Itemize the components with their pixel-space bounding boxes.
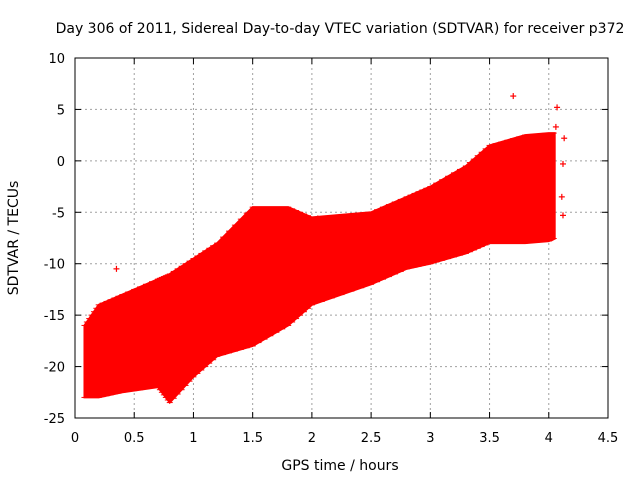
outlier-point: [510, 93, 517, 100]
y-tick-label: -20: [44, 361, 65, 376]
y-tick-label: 0: [57, 155, 65, 170]
outlier-point: [558, 193, 565, 200]
plot-frame: [74, 57, 609, 419]
y-tick-label: 5: [57, 103, 65, 118]
x-tick-label: 4.5: [598, 431, 619, 446]
data-band: [83, 132, 556, 405]
x-tick-label: 2: [308, 431, 316, 446]
data-layer: [81, 93, 568, 405]
y-tick-label: -5: [52, 206, 65, 221]
y-tick-label: 10: [48, 52, 65, 67]
y-axis-label: SDTVAR / TECUs: [6, 181, 22, 296]
outlier-point: [559, 212, 566, 219]
x-tick-label: 0.5: [124, 431, 145, 446]
x-tick-label: 0: [71, 431, 79, 446]
x-tick-label: 1.5: [242, 431, 263, 446]
chart-title: Day 306 of 2011, Sidereal Day-to-day VTE…: [56, 21, 625, 37]
y-tick-label: -25: [44, 412, 65, 427]
outlier-point: [559, 160, 566, 167]
outlier-point: [113, 265, 120, 272]
x-tick-label: 3.5: [479, 431, 500, 446]
outlier-point: [552, 123, 559, 130]
outlier-point: [554, 104, 561, 111]
x-axis-label: GPS time / hours: [281, 458, 398, 474]
outlier-point: [314, 215, 321, 222]
outlier-point: [561, 135, 568, 142]
y-tick-label: -15: [44, 309, 65, 324]
x-tick-label: 2.5: [361, 431, 382, 446]
x-tick-label: 1: [189, 431, 197, 446]
x-tick-label: 4: [545, 431, 553, 446]
x-tick-label: 3: [426, 431, 434, 446]
y-tick-label: -10: [44, 258, 65, 273]
axes: 0 0.5 1 1.5 2 2.5 3 3.5 4 4.5 -25 -20 -15 -10 -5 0 5 10: [44, 52, 619, 446]
